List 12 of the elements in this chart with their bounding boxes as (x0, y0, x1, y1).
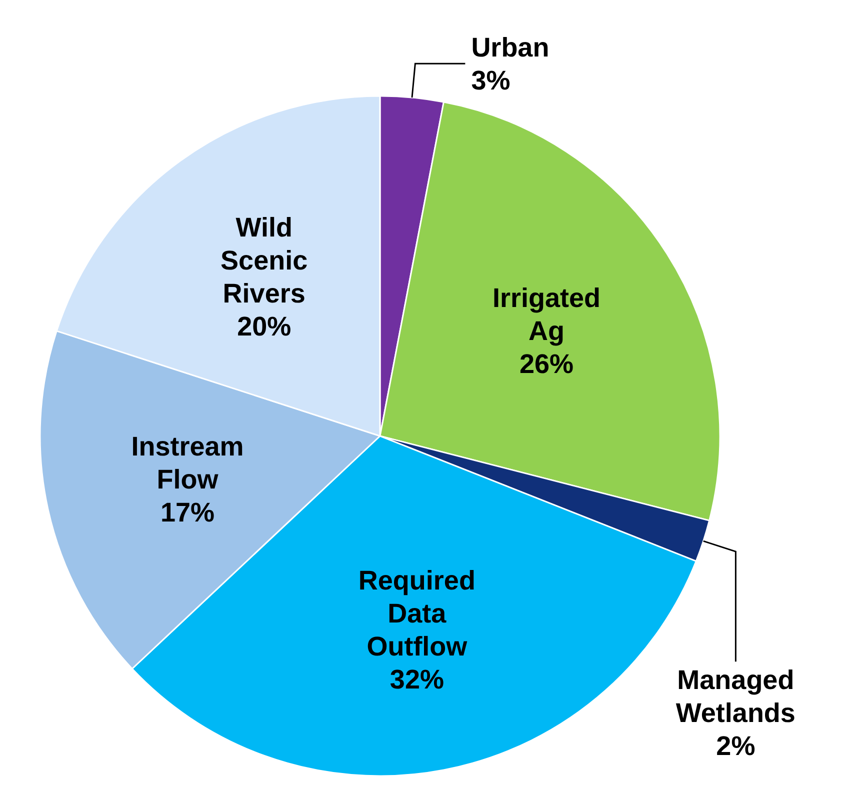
slice-label: Managed Wetlands (676, 665, 796, 728)
data-label: 26% (519, 348, 574, 379)
slice-label: Irrigated Ag (492, 282, 601, 346)
data-label: 17% (160, 497, 215, 528)
slice-label: Required Data Outflow (358, 566, 476, 662)
data-label: 32% (390, 664, 444, 695)
data-label: 20% (237, 311, 292, 342)
slice-label: Instream Flow (131, 431, 244, 494)
slice-label: Wild Scenic Rivers (220, 212, 308, 308)
data-label: 3% (471, 66, 510, 96)
slice-label: Urban (471, 32, 550, 63)
data-label: 2% (716, 731, 756, 762)
